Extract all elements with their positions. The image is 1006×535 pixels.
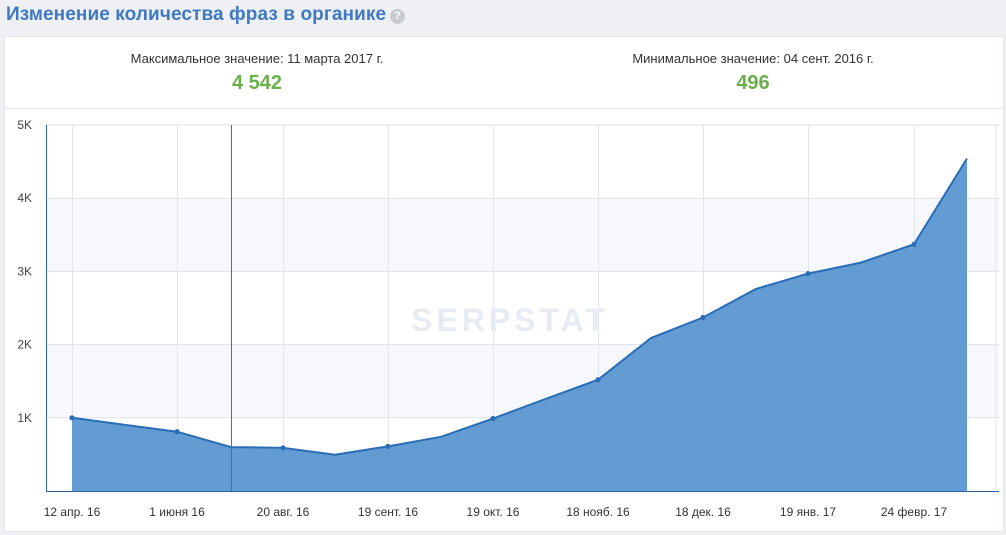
data-point[interactable]	[595, 377, 601, 383]
data-point[interactable]	[385, 443, 391, 449]
data-point[interactable]	[69, 415, 75, 421]
watermark: SERPSTAT	[411, 302, 609, 338]
area-chart[interactable]: 1K 2K 3K 4K 5K SERPSTAT 12 апр. 16 1 июня 16 20 …	[5, 37, 1003, 531]
x-tick-label: 12 апр. 16	[44, 505, 101, 519]
y-tick-label: 4K	[17, 191, 32, 205]
data-point[interactable]	[280, 445, 286, 451]
grid-band	[46, 198, 999, 272]
page-title: Изменение количества фраз в органике	[6, 4, 387, 25]
x-tick-label: 19 янв. 17	[780, 505, 837, 519]
y-tick-label: 2K	[17, 338, 32, 352]
x-tick-label: 19 окт. 16	[467, 505, 520, 519]
data-point[interactable]	[490, 415, 496, 422]
series-line	[71, 158, 968, 456]
x-tick-label: 19 сент. 16	[358, 505, 418, 519]
y-tick-label: 3K	[17, 264, 32, 278]
data-point[interactable]	[174, 429, 180, 435]
series-area	[72, 158, 967, 491]
data-point[interactable]	[911, 241, 917, 247]
x-tick-label: 18 нояб. 16	[566, 505, 630, 519]
x-tick-label: 18 дек. 16	[675, 505, 731, 519]
max-stat: Максимальное значение: 11 марта 2017 г. …	[87, 51, 427, 95]
chart-card: Максимальное значение: 11 марта 2017 г. …	[4, 36, 1004, 532]
min-stat-label: Минимальное значение: 04 сент. 2016 г.	[632, 51, 874, 66]
min-stat-value: 496	[736, 72, 770, 94]
min-stat: Минимальное значение: 04 сент. 2016 г. 4…	[583, 51, 923, 95]
max-stat-label: Максимальное значение: 11 марта 2017 г.	[130, 51, 384, 66]
x-tick-label: 1 июня 16	[149, 505, 205, 519]
max-stat-value: 4 542	[231, 72, 283, 94]
x-tick-label: 24 февр. 17	[881, 505, 948, 519]
y-tick-label: 1K	[17, 411, 32, 425]
data-point[interactable]	[700, 314, 706, 321]
question-icon[interactable]: ?	[390, 9, 405, 24]
data-point[interactable]	[805, 270, 811, 277]
y-tick-label: 5K	[17, 118, 32, 132]
stats-divider	[5, 108, 1003, 109]
x-tick-label: 20 авг. 16	[257, 505, 310, 519]
